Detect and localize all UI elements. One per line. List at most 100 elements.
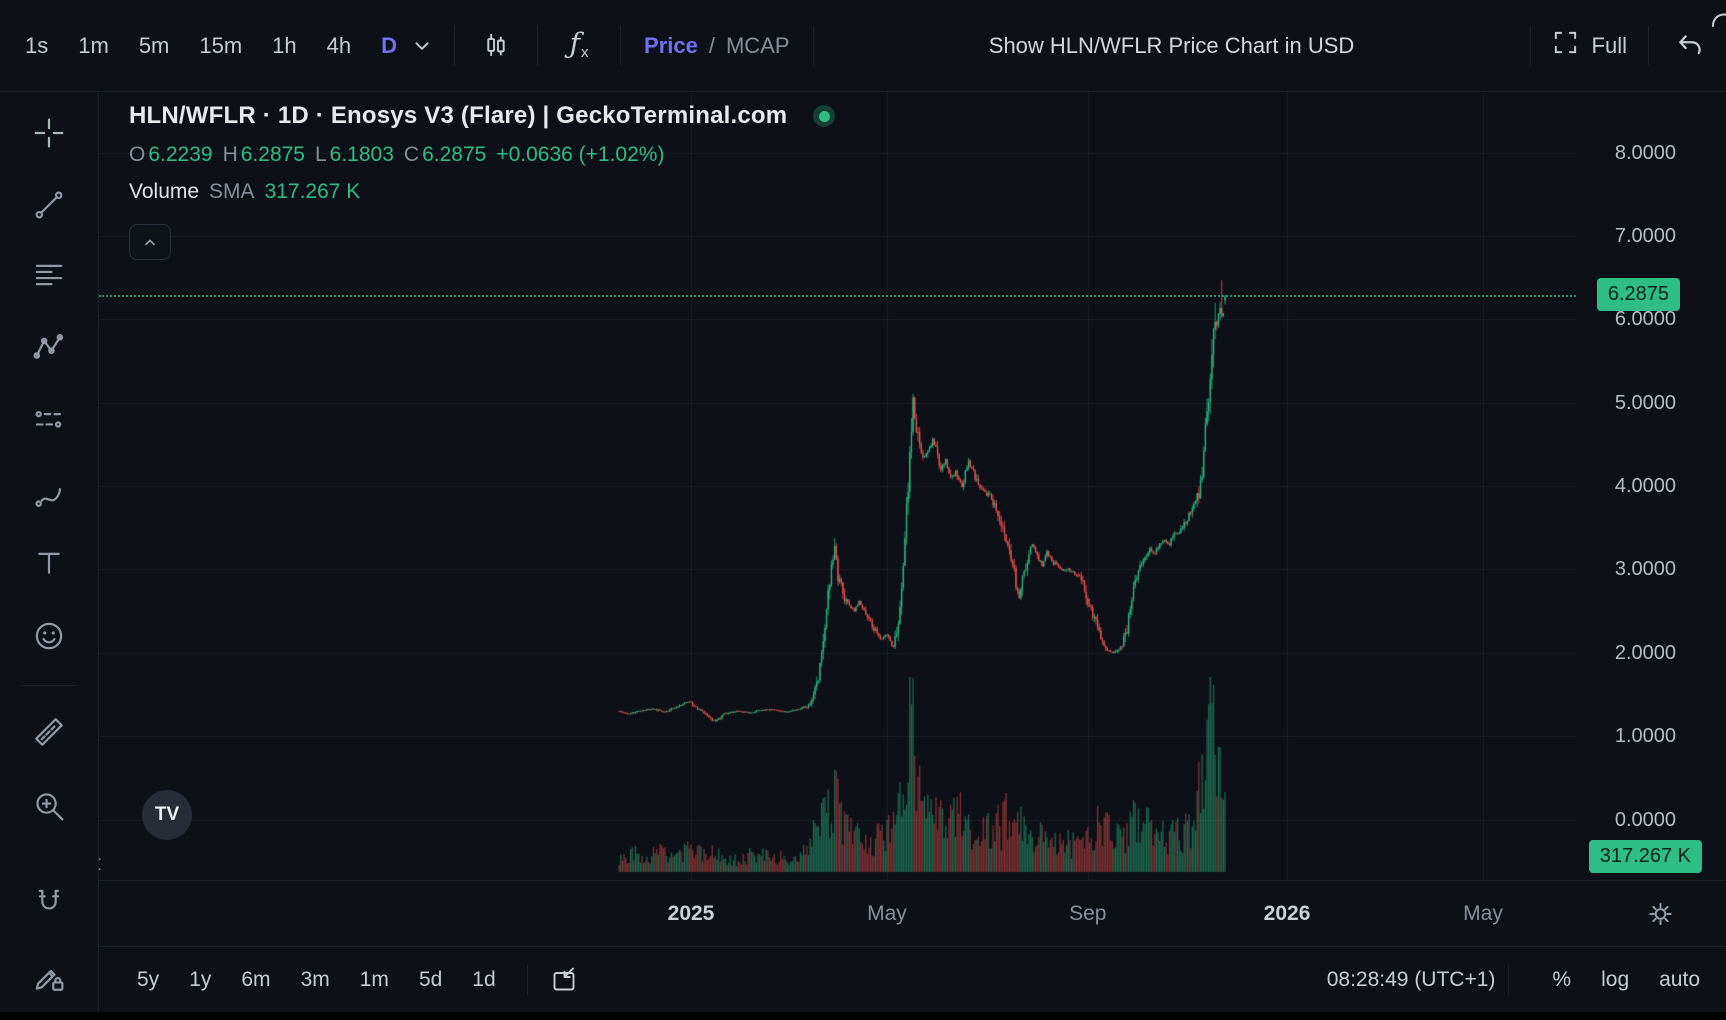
price-axis-label: 5.0000 [1614,391,1676,414]
legend-title-row: HLN/WFLR · 1D · Enosys V3 (Flare) | Geck… [129,102,836,130]
fullscreen-button[interactable]: Full [1544,29,1635,62]
range-group: 5y 1y 6m 3m 1m 5d 1d [125,962,514,998]
sidebar-divider [21,685,77,686]
separator [1508,964,1510,995]
time-axis-label[interactable]: 2025 [667,901,715,925]
time-axis[interactable]: 2025 May Sep 2026 May [99,880,1726,946]
time-axis-labels: 2025 May Sep 2026 May [99,881,1726,946]
log-scale-button[interactable]: log [1601,967,1630,991]
emoji-icon[interactable] [31,618,67,654]
price-axis-label: 3.0000 [1614,558,1676,581]
slash-separator: / [708,32,715,58]
separator [454,25,456,66]
tradingview-logo-text: TV [154,804,180,825]
timeframe-D[interactable]: D [366,27,403,65]
separator [526,964,528,995]
current-price-line [99,295,1576,297]
redo-icon-clipped[interactable] [1710,10,1726,44]
trend-line-icon[interactable] [31,187,67,223]
price-axis-label: 6.0000 [1614,308,1676,331]
timeframe-1h[interactable]: 1h [257,27,311,65]
separator [812,25,814,66]
timeframe-5m[interactable]: 5m [124,27,185,65]
time-axis-label[interactable]: May [867,901,907,925]
show-usd-chart-button[interactable]: Show HLN/WFLR Price Chart in USD [827,33,1517,59]
forecast-icon[interactable] [31,401,67,437]
time-axis-label[interactable]: May [1463,901,1503,925]
close-value: C 6.2875 [403,143,487,166]
zoom-in-icon[interactable] [31,788,67,824]
ohlc-row: O 6.2239 H 6.2875 L 6.1803 C 6.2875 +0.0636 … [129,143,664,167]
pencil-lock-icon[interactable] [31,959,67,995]
undo-icon[interactable] [1662,22,1718,70]
legend-collapse-button[interactable] [129,224,171,260]
range-1m[interactable]: 1m [348,962,401,998]
separator [537,25,539,66]
magnet-icon[interactable] [31,885,67,921]
settings-gear-icon[interactable] [1647,900,1674,927]
price-mcap-toggle: Price / MCAP [634,33,800,59]
price-axis-label: 2.0000 [1614,641,1676,664]
chart-column: HLN/WFLR · 1D · Enosys V3 (Flare) | Geck… [99,92,1726,1012]
volume-sma-label: SMA [209,180,255,203]
range-3m[interactable]: 3m [289,962,342,998]
ruler-icon[interactable] [31,714,67,750]
price-axis-label: 7.0000 [1614,225,1676,248]
auto-scale-button[interactable]: auto [1659,967,1700,991]
high-value: H 6.2875 [222,143,305,166]
text-icon[interactable] [31,545,67,581]
time-axis-label[interactable]: 2026 [1263,901,1311,925]
percent-scale-button[interactable]: % [1552,967,1572,991]
range-1y[interactable]: 1y [177,962,223,998]
tradingview-logo[interactable]: TV [142,790,192,840]
price-axis-label: 1.0000 [1614,725,1676,748]
brush-icon[interactable] [31,476,67,512]
range-5d[interactable]: 5d [407,962,454,998]
low-value: L 6.1803 [314,143,394,166]
drawing-tools-sidebar [0,92,99,1012]
fib-lines-icon[interactable] [31,257,67,293]
range-5y[interactable]: 5y [125,962,171,998]
fullscreen-icon [1552,29,1579,62]
volume-indicator-row: Volume SMA 317.267 K [129,180,360,204]
bottom-black-strip [0,1012,1726,1020]
price-chart-canvas[interactable] [99,92,1726,880]
timeframe-1m[interactable]: 1m [63,27,124,65]
candle-style-icon[interactable] [468,22,524,70]
time-axis-label[interactable]: Sep [1069,901,1107,925]
range-6m[interactable]: 6m [229,962,282,998]
chart-region: HLN/WFLR · 1D · Enosys V3 (Flare) | Geck… [99,92,1726,946]
current-volume-badge: 317.267 K [1588,840,1702,873]
fullscreen-label: Full [1591,32,1627,58]
fx-x-glyph: x [580,43,589,61]
separator [620,25,622,66]
clock[interactable]: 08:28:49 (UTC+1) [1326,967,1496,991]
crosshair-icon[interactable] [31,115,67,151]
price-axis-label: 0.0000 [1614,808,1676,831]
range-1d[interactable]: 1d [460,962,507,998]
separator [1529,25,1531,66]
chart-legend: HLN/WFLR · 1D · Enosys V3 (Flare) | Geck… [129,102,836,260]
xabcd-pattern-icon[interactable] [31,329,67,365]
current-price-badge: 6.2875 [1596,278,1680,311]
timeframe-dropdown-chevron-icon[interactable] [403,29,441,63]
main-area: HLN/WFLR · 1D · Enosys V3 (Flare) | Geck… [0,92,1726,1012]
goto-date-icon[interactable] [541,960,587,1000]
open-value: O 6.2239 [129,143,213,166]
fx-f-glyph: ƒ [569,26,580,60]
mcap-toggle-button[interactable]: MCAP [725,32,790,58]
timeframe-4h[interactable]: 4h [312,27,366,65]
price-toggle-button[interactable]: Price [644,32,698,58]
volume-value: 317.267 K [264,180,361,203]
volume-label[interactable]: Volume [129,180,200,203]
price-axis-label: 8.0000 [1614,141,1676,164]
live-status-icon [813,105,836,127]
price-axis-label: 4.0000 [1614,475,1676,498]
timeframe-1s[interactable]: 1s [10,27,63,65]
timeframe-15m[interactable]: 15m [184,27,257,65]
chart-title[interactable]: HLN/WFLR · 1D · Enosys V3 (Flare) | Geck… [129,102,788,129]
sidebar-collapse-icon[interactable]: ‹ [99,848,102,878]
